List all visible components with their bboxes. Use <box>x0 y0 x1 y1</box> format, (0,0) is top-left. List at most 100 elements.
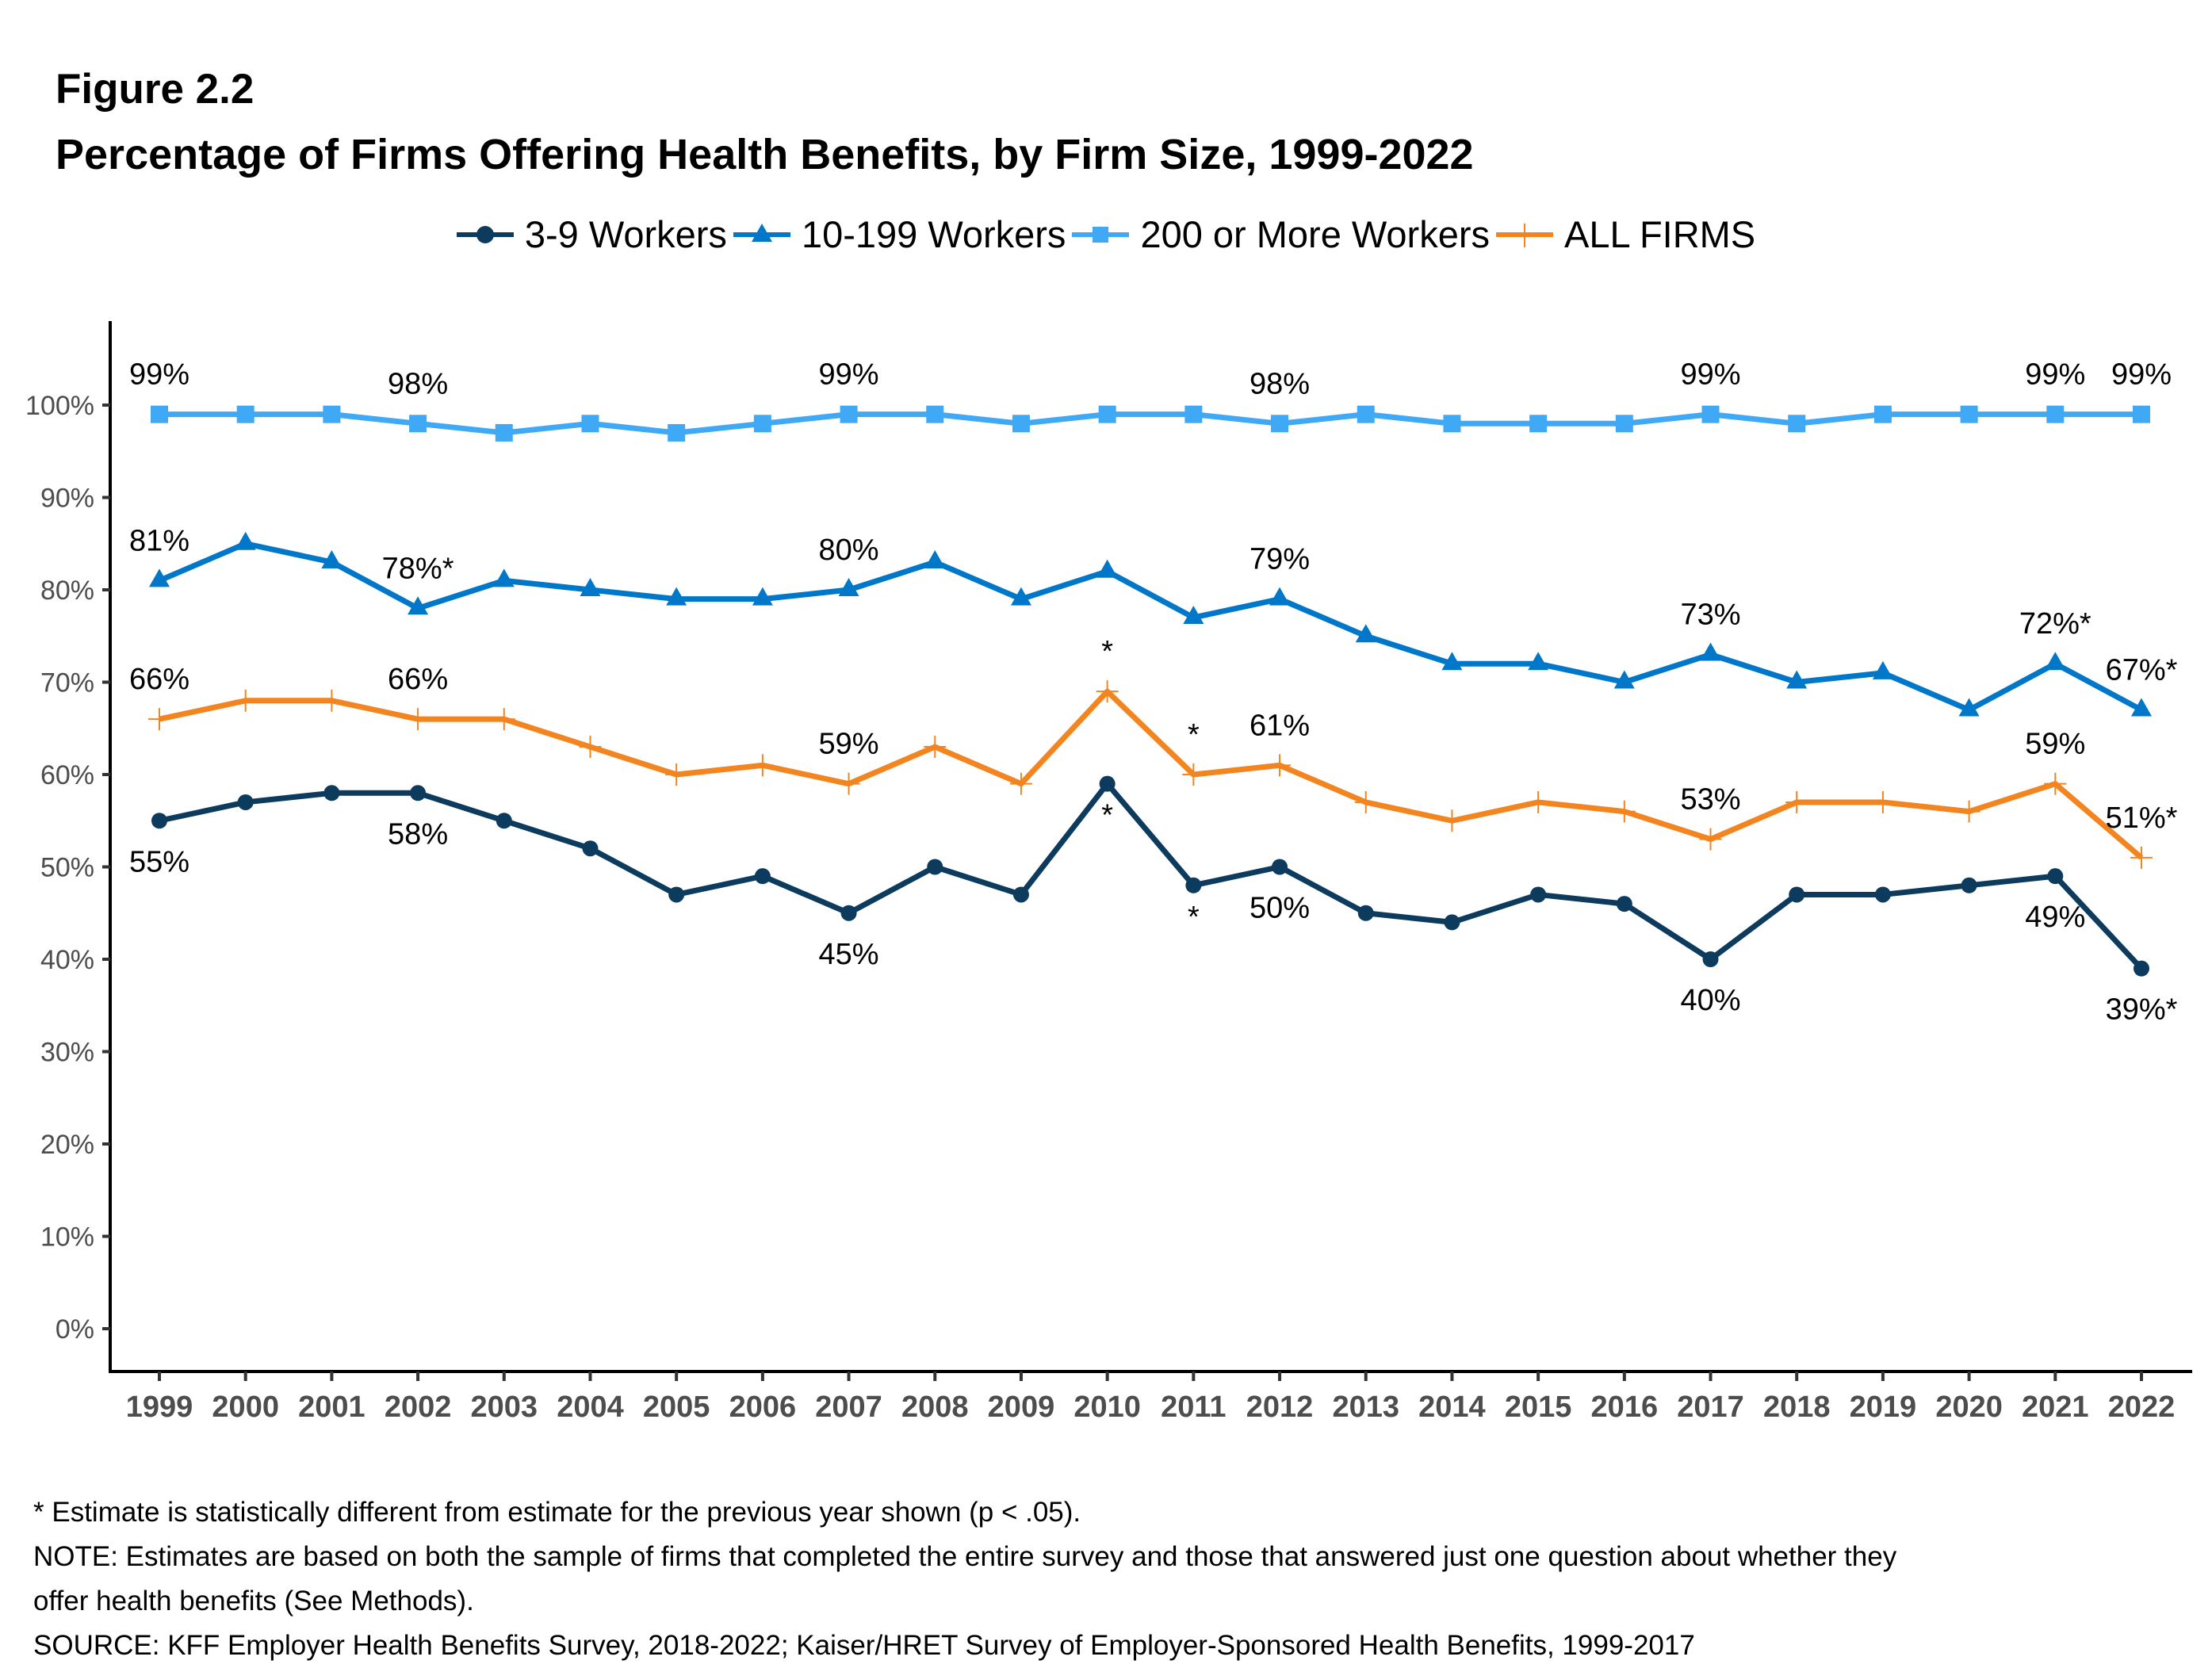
data-point <box>2130 846 2153 869</box>
data-label: 72%* <box>2019 607 2091 641</box>
data-point <box>1183 605 1204 624</box>
data-point <box>1443 415 1461 433</box>
data-point <box>1099 775 1116 792</box>
series-layer <box>148 405 2153 977</box>
data-label: 51%* <box>2106 801 2178 835</box>
data-point <box>1441 652 1463 671</box>
series-all-firms <box>148 680 2153 869</box>
data-label: 67%* <box>2106 653 2178 687</box>
series-line <box>158 541 2143 713</box>
data-point <box>579 736 602 759</box>
data-point <box>1096 559 1118 578</box>
legend-label: 10-199 Workers <box>801 213 1066 255</box>
y-tick-label: 20% <box>40 1130 94 1160</box>
data-point <box>840 405 858 423</box>
data-label: 99% <box>819 358 879 392</box>
x-tick-label: 2009 <box>988 1391 1055 1424</box>
data-point <box>924 550 946 569</box>
data-label: 79% <box>1250 543 1310 576</box>
footnote-source: SOURCE: KFF Employer Health Benefits Sur… <box>33 1630 1695 1661</box>
data-point <box>581 415 599 433</box>
data-point <box>1613 800 1636 823</box>
data-point <box>840 905 857 921</box>
data-point <box>1786 670 1808 689</box>
y-tick-label: 100% <box>25 391 94 421</box>
y-tick-label: 0% <box>55 1314 94 1345</box>
x-tick-label: 2007 <box>815 1391 882 1424</box>
data-point <box>1529 415 1548 433</box>
data-point <box>1012 886 1029 903</box>
data-label: 99% <box>129 358 189 392</box>
data-label: 99% <box>2111 358 2172 392</box>
x-tick-label: 2011 <box>1161 1391 1226 1424</box>
data-point <box>1527 790 1550 813</box>
x-tick-label: 2010 <box>1073 1391 1141 1424</box>
data-point <box>1269 587 1291 606</box>
data-point <box>1699 828 1722 851</box>
y-tick-label: 80% <box>40 576 94 606</box>
data-point <box>148 708 170 731</box>
data-point <box>1357 905 1374 921</box>
data-point <box>495 423 513 442</box>
data-point <box>1700 642 1721 661</box>
legend-label: ALL FIRMS <box>1564 213 1756 255</box>
data-label: 61% <box>1250 709 1310 742</box>
data-point <box>838 578 859 596</box>
footnote-significance: * Estimate is statistically different fr… <box>33 1497 1081 1528</box>
data-point <box>666 587 687 606</box>
data-point <box>234 689 257 712</box>
square-marker-icon <box>1072 226 1130 243</box>
series-3-9-workers <box>151 775 2149 977</box>
data-point <box>751 754 774 777</box>
data-label: 66% <box>129 663 189 696</box>
data-point <box>1012 415 1030 433</box>
data-point <box>496 813 512 829</box>
data-point <box>2046 405 2065 423</box>
data-label: * <box>1188 718 1200 752</box>
legend: 3-9 Workers 10-199 Workers 200 or More W… <box>0 212 2212 256</box>
data-point <box>753 415 771 433</box>
y-tick-label: 70% <box>40 668 94 698</box>
x-tick-label: 2015 <box>1505 1391 1572 1424</box>
data-point <box>754 868 771 885</box>
y-tick-label: 50% <box>40 853 94 883</box>
data-point <box>2047 868 2064 885</box>
circle-marker-icon <box>456 225 514 243</box>
data-point <box>1613 670 1635 689</box>
footnote-note-line2: offer health benefits (See Methods). <box>33 1586 474 1616</box>
data-point <box>665 763 688 786</box>
data-point <box>321 550 343 569</box>
series-line <box>159 688 2144 860</box>
data-point <box>1616 896 1632 912</box>
data-point <box>151 813 167 829</box>
triangle-marker-icon <box>733 223 790 242</box>
series-200-or-more-workers <box>151 405 2150 442</box>
data-point <box>149 568 170 587</box>
data-point <box>1182 763 1205 786</box>
data-label: 98% <box>388 367 448 400</box>
data-label: 59% <box>2025 728 2085 761</box>
data-label: 81% <box>129 524 189 557</box>
x-tick-label: 2006 <box>729 1391 797 1424</box>
data-label: 55% <box>129 845 189 878</box>
y-tick-label: 40% <box>40 945 94 975</box>
x-tick-label: 2014 <box>1418 1391 1486 1424</box>
footnotes: * Estimate is statistically different fr… <box>33 1490 1896 1668</box>
data-point <box>668 423 686 442</box>
data-point <box>580 578 601 596</box>
x-tick-label: 2013 <box>1332 1391 1399 1424</box>
data-point <box>493 568 515 587</box>
x-tick-label: 2002 <box>385 1391 452 1424</box>
y-tick-label: 60% <box>40 760 94 790</box>
chart-title: Percentage of Firms Offering Health Bene… <box>55 131 1474 178</box>
data-point <box>1096 680 1119 703</box>
data-point <box>1441 809 1464 832</box>
legend-item-3-9-workers: 3-9 Workers <box>456 212 727 256</box>
data-label: 99% <box>2025 358 2085 392</box>
data-point <box>1357 405 1375 423</box>
data-label: 66% <box>388 663 448 696</box>
x-tick-label: 2004 <box>557 1391 624 1424</box>
data-point <box>924 736 947 759</box>
data-point <box>1874 886 1891 903</box>
data-point <box>1872 660 1893 679</box>
